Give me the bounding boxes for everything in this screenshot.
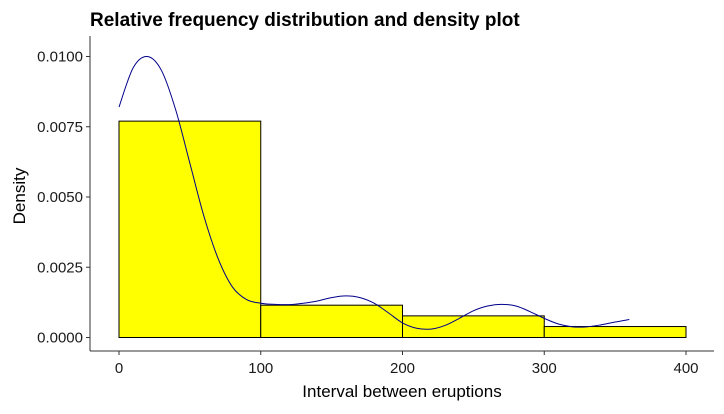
y-tick-label: 0.0050 (37, 189, 83, 206)
histogram-bar-2 (260, 304, 403, 338)
y-axis-label: Density (10, 167, 29, 224)
x-axis-label: Interval between eruptions (302, 382, 501, 401)
y-tick-label: 0.0100 (37, 49, 83, 66)
histogram-bar-3 (402, 315, 545, 339)
y-tick-label: 0.0075 (37, 119, 83, 136)
y-tick-label: 0.0025 (37, 259, 83, 276)
chart-title: Relative frequency distribution and dens… (90, 10, 520, 31)
y-tick-label: 0.0000 (37, 330, 83, 347)
x-tick-label: 400 (673, 360, 698, 377)
histogram-bars (118, 120, 687, 339)
histogram-bar-4 (543, 326, 687, 338)
x-tick-label: 0 (115, 360, 123, 377)
x-tick-label: 200 (390, 360, 415, 377)
x-tick-label: 300 (532, 360, 557, 377)
x-axis-ticks: 0 100 200 300 400 (115, 351, 699, 377)
density-curve (118, 55, 630, 330)
x-tick-label: 100 (248, 360, 273, 377)
y-axis-ticks: 0.0000 0.0025 0.0050 0.0075 0.0100 (37, 49, 90, 347)
histogram-bar-1 (118, 120, 262, 338)
density-curve-layer (118, 55, 630, 330)
